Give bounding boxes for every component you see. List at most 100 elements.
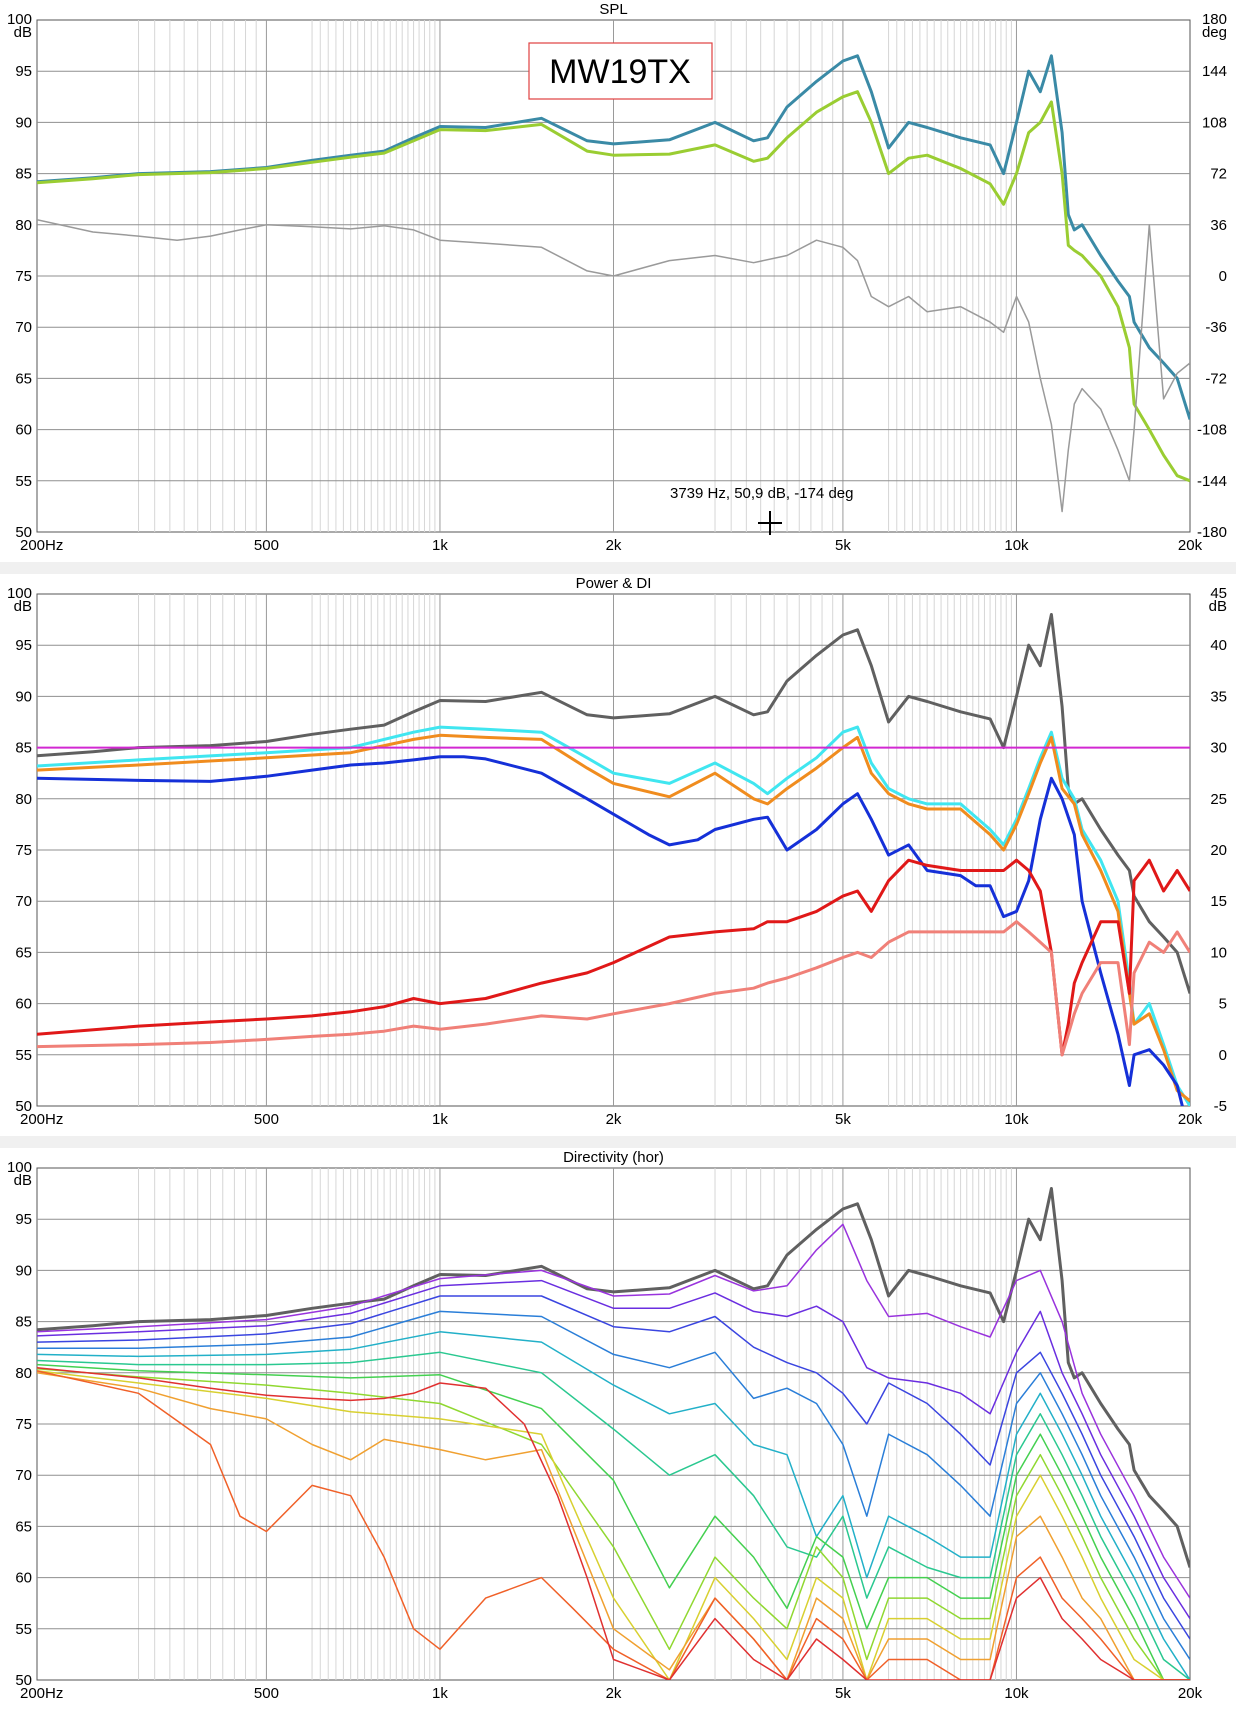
- series-line-4: [37, 755, 1184, 1106]
- y2-tick-label: 35: [1210, 688, 1227, 705]
- y2-tick-label: -72: [1205, 370, 1227, 387]
- y2-tick-label: 5: [1219, 996, 1227, 1013]
- y2-tick-label: 40: [1210, 637, 1227, 654]
- y2-tick-label: 10: [1210, 944, 1227, 961]
- series-line-5: [37, 1310, 1190, 1660]
- y2-tick-label: 36: [1210, 217, 1227, 234]
- series-line-9: [37, 1367, 1190, 1680]
- y-tick-label: 100: [7, 11, 32, 28]
- y-tick-label: 65: [15, 1518, 32, 1535]
- x-tick-label: 1k: [432, 1685, 448, 1702]
- series-line-1: [37, 1187, 1190, 1568]
- y-tick-label: 90: [15, 1262, 32, 1279]
- y-tick-label: 50: [15, 1098, 32, 1115]
- y2-tick-label: -36: [1205, 319, 1227, 336]
- x-tick-label: 5k: [835, 537, 851, 554]
- x-tick-label: 10k: [1004, 1685, 1029, 1702]
- y-tick-label: 55: [15, 1621, 32, 1638]
- y2-tick-label: -144: [1197, 473, 1227, 490]
- y2-tick-label: 72: [1210, 166, 1227, 183]
- x-tick-label: 5k: [835, 1111, 851, 1128]
- series-line-2: [37, 725, 1190, 1106]
- y2-unit-label: deg: [1202, 24, 1227, 41]
- y2-tick-label: 30: [1210, 740, 1227, 757]
- spl-chart: SPL 100 95 90 85 80 75 70 65 60 55 50 dB 180 144 108 72 3…: [7, 1, 1227, 554]
- x-tick-label: 1k: [432, 1111, 448, 1128]
- x-tick-label: 200Hz: [20, 537, 63, 554]
- series-line-11: [37, 1372, 1190, 1680]
- series-line-3: [37, 1279, 1190, 1620]
- y-tick-label: 60: [15, 422, 32, 439]
- y-tick-label: 65: [15, 370, 32, 387]
- y-tick-label: 85: [15, 166, 32, 183]
- y-tick-label: 95: [15, 63, 32, 80]
- y-tick-label: 75: [15, 1416, 32, 1433]
- y-tick-label: 70: [15, 319, 32, 336]
- y2-tick-label: 144: [1202, 63, 1227, 80]
- y-tick-label: 70: [15, 893, 32, 910]
- y-tick-label: 80: [15, 791, 32, 808]
- y-tick-label: 80: [15, 1365, 32, 1382]
- y2-unit-label: dB: [1209, 598, 1227, 615]
- x-tick-label: 500: [254, 1111, 279, 1128]
- series-line-7: [37, 1351, 1190, 1680]
- y2-tick-label: 20: [1210, 842, 1227, 859]
- y-tick-label: 70: [15, 1467, 32, 1484]
- y2-tick-label: -108: [1197, 422, 1227, 439]
- spl-chart-panel: SPL 100 95 90 85 80 75 70 65 60 55 50 dB 180 144 108 72 3…: [0, 0, 1236, 562]
- series-line-3: [37, 218, 1190, 513]
- x-tick-label: 1k: [432, 537, 448, 554]
- x-tick-label: 5k: [835, 1685, 851, 1702]
- y-tick-label: 95: [15, 1211, 32, 1228]
- chart-title: Directivity (hor): [563, 1149, 664, 1166]
- power-di-chart: Power & DI10095908580757065605550dB45403…: [7, 575, 1227, 1128]
- x-tick-label: 2k: [606, 1685, 622, 1702]
- x-tick-label: 20k: [1178, 537, 1203, 554]
- y-unit-label: dB: [14, 24, 32, 41]
- y-tick-label: 50: [15, 524, 32, 541]
- y-tick-label: 95: [15, 637, 32, 654]
- y-tick-label: 100: [7, 1159, 32, 1176]
- y2-tick-label: -5: [1214, 1098, 1227, 1115]
- series-line-8: [37, 1363, 1190, 1680]
- y-tick-label: 50: [15, 1672, 32, 1689]
- y2-tick-label: 25: [1210, 791, 1227, 808]
- y-tick-label: 65: [15, 944, 32, 961]
- series-line-4: [37, 1295, 1190, 1640]
- series-line-13: [37, 1366, 1190, 1680]
- series-group: [37, 54, 1190, 513]
- series-line-2: [37, 1223, 1190, 1599]
- directivity-chart-panel: Directivity (hor) 100 95 90 85 80 75 70 65 60 55 50…: [0, 1148, 1236, 1712]
- y-tick-label: 60: [15, 1570, 32, 1587]
- series-line-12: [37, 1370, 1190, 1680]
- y-tick-label: 55: [15, 473, 32, 490]
- series-group: [37, 613, 1190, 1106]
- y-tick-label: 55: [15, 1047, 32, 1064]
- y2-tick-label: 0: [1219, 268, 1227, 285]
- horizontal-grid: [37, 644, 1190, 1056]
- y-tick-label: 60: [15, 996, 32, 1013]
- series-line-2: [37, 90, 1190, 483]
- series-line-10: [37, 1370, 1190, 1680]
- y-tick-label: 80: [15, 217, 32, 234]
- series-line-1: [37, 613, 1190, 994]
- x-tick-label: 500: [254, 1685, 279, 1702]
- y-unit-label: dB: [14, 1172, 32, 1189]
- x-tick-label: 2k: [606, 1111, 622, 1128]
- cursor-readout: 3739 Hz, 50,9 dB, -174 deg: [670, 485, 853, 502]
- x-tick-label: 20k: [1178, 1111, 1203, 1128]
- chart-title: Power & DI: [576, 575, 652, 592]
- model-label: MW19TX: [528, 42, 713, 100]
- y2-tick-label: 108: [1202, 114, 1227, 131]
- series-line-3: [37, 733, 1190, 1103]
- y-tick-label: 90: [15, 114, 32, 131]
- directivity-chart: Directivity (hor) 100 95 90 85 80 75 70 65 60 55 50…: [7, 1149, 1203, 1702]
- series-line-1: [37, 54, 1190, 420]
- y2-tick-label: 180: [1202, 11, 1227, 28]
- y-tick-label: 85: [15, 1314, 32, 1331]
- y-tick-label: 85: [15, 740, 32, 757]
- model-label-text: MW19TX: [549, 53, 691, 91]
- x-tick-label: 500: [254, 537, 279, 554]
- x-tick-label: 200Hz: [20, 1111, 63, 1128]
- x-tick-label: 2k: [606, 537, 622, 554]
